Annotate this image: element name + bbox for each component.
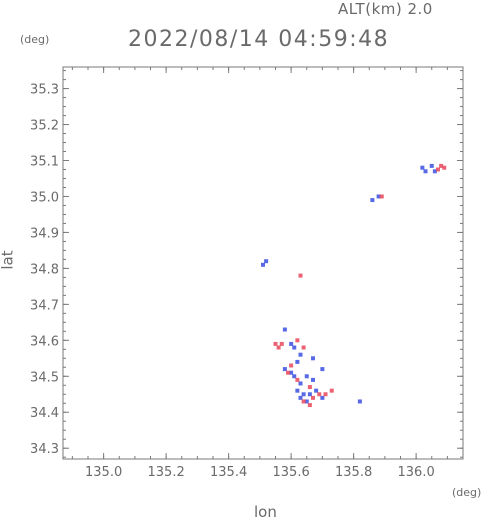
y-tick-label: 34.8 [30,262,59,277]
data-point [429,163,434,168]
y-tick-label: 35.0 [30,190,59,205]
data-point [357,399,362,404]
data-point [264,259,269,264]
y-tick-label: 34.4 [30,406,59,421]
chart-title: 2022/08/14 04:59:48 [128,27,390,52]
data-point [295,359,300,364]
axis-ticks: 135.0 135.2 135.4 135.6 135.8 136.0 34.3 34.4 34… [30,67,463,480]
data-point [295,338,300,343]
y-tick-label: 35.2 [30,119,59,134]
data-point [295,377,300,382]
data-point [292,345,297,350]
data-point [301,392,306,397]
x-tick-label: 135.4 [210,465,247,480]
x-tick-label: 135.6 [273,465,310,480]
x-axis-label: lon [254,503,277,521]
y-tick-label: 35.1 [30,155,59,170]
data-point [311,377,315,382]
data-point [279,341,284,346]
x-axis-unit: (deg) [452,486,482,499]
data-point [273,341,278,346]
x-tick-label: 135.8 [335,465,372,480]
data-point [379,194,384,199]
data-point [289,363,294,368]
data-point [442,165,447,170]
data-point [282,327,287,332]
data-point [298,395,303,400]
y-tick-label: 34.5 [30,370,59,385]
y-axis-label: lat [0,250,17,270]
data-point [289,341,294,346]
data-point [307,392,312,397]
data-point [320,367,325,372]
y-tick-label: 34.9 [30,226,59,241]
data-point [317,392,322,397]
data-point [304,374,309,379]
data-point [261,262,265,267]
data-point [432,169,437,174]
data-point [292,374,297,379]
data-point [370,198,375,203]
data-point [420,165,425,170]
data-point [314,388,319,393]
data-point [323,392,328,397]
data-point [276,345,281,350]
data-point [304,399,309,404]
data-point [436,167,440,172]
x-tick-label: 135.2 [148,465,185,480]
data-point [311,356,315,361]
x-tick-label: 135.0 [85,465,122,480]
x-tick-label: 136.0 [398,465,435,480]
data-point [289,370,294,375]
data-point [286,370,290,375]
data-points [261,163,447,408]
data-point [301,345,306,350]
data-point [311,395,315,400]
plot-frame [62,66,464,460]
y-axis-unit: (deg) [20,33,50,46]
data-point [307,385,312,390]
data-point [282,367,287,372]
data-point [423,169,428,174]
y-tick-label: 34.6 [30,334,59,349]
data-point [320,395,325,400]
data-point [307,403,312,408]
data-point [439,163,444,168]
data-point [376,194,381,199]
data-point [329,388,334,393]
data-point [298,381,303,386]
altitude-label: ALT(km) 2.0 [338,0,433,18]
y-tick-label: 34.7 [30,298,59,313]
data-point [298,273,303,278]
data-point [295,388,300,393]
data-point [301,399,306,404]
y-tick-label: 34.3 [30,442,59,457]
y-tick-label: 35.3 [30,83,59,98]
data-point [298,352,303,357]
